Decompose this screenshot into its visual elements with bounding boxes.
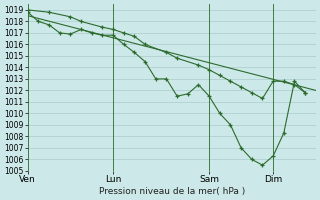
X-axis label: Pression niveau de la mer( hPa ): Pression niveau de la mer( hPa ): [99, 187, 245, 196]
